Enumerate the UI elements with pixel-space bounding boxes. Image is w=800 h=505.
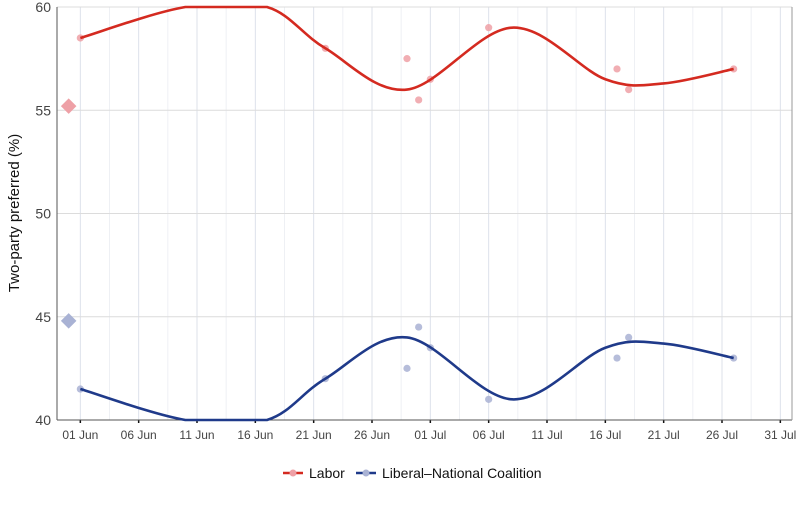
legend: Labor Liberal–National Coalition xyxy=(283,465,542,481)
x-tick-label: 16 Jul xyxy=(589,428,621,442)
x-tick-label: 11 Jun xyxy=(179,428,214,442)
marks xyxy=(60,5,738,422)
labor-poll-point xyxy=(613,65,621,73)
grid xyxy=(57,6,792,421)
coalition-poll-point xyxy=(613,354,621,362)
y-axis-label: Two-party preferred (%) xyxy=(6,134,23,292)
labor-poll-point xyxy=(625,86,633,94)
coalition-poll-point xyxy=(485,395,493,403)
x-tick-label: 01 Jul xyxy=(414,428,446,442)
coalition-legend-label: Liberal–National Coalition xyxy=(382,465,542,481)
x-tick-label: 11 Jul xyxy=(531,428,562,442)
y-tick-label: 50 xyxy=(35,206,51,222)
x-tick-label: 06 Jun xyxy=(121,428,157,442)
x-tick-label: 26 Jun xyxy=(354,428,390,442)
labor-poll-point xyxy=(485,24,493,32)
coalition-election-result-marker xyxy=(60,313,77,329)
labor-election-result-marker xyxy=(60,98,77,114)
labor-legend-dot xyxy=(289,469,297,477)
x-tick-label: 21 Jun xyxy=(296,428,332,442)
x-tick-label: 06 Jul xyxy=(473,428,505,442)
labor-poll-point xyxy=(403,55,411,63)
labor-trend-line xyxy=(79,5,734,91)
x-tick-label: 16 Jun xyxy=(237,428,273,442)
coalition-poll-point xyxy=(730,354,738,362)
x-tick-label: 26 Jul xyxy=(706,428,738,442)
labor-poll-point xyxy=(730,65,738,73)
axes: 01 Jun 06 Jun 11 Jun 16 Jun 21 Jun 26 Jun 01 J… xyxy=(35,0,796,442)
x-tick-label: 31 Jul xyxy=(764,428,796,442)
y-tick-label: 60 xyxy=(35,0,51,15)
y-tick-label: 40 xyxy=(35,412,51,428)
coalition-poll-point xyxy=(415,323,423,331)
coalition-poll-point xyxy=(625,333,633,341)
coalition-trend-line xyxy=(79,336,734,422)
coalition-legend-dot xyxy=(362,469,370,477)
coalition-poll-point xyxy=(403,364,411,372)
labor-poll-point xyxy=(415,96,423,104)
y-tick-label: 45 xyxy=(35,309,51,325)
x-tick-label: 21 Jul xyxy=(648,428,680,442)
labor-legend-label: Labor xyxy=(309,465,345,481)
y-tick-label: 55 xyxy=(35,102,51,118)
x-tick-label: 01 Jun xyxy=(62,428,98,442)
